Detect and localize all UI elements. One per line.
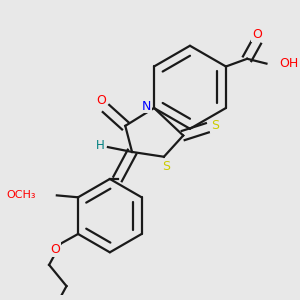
Text: OH: OH — [279, 57, 298, 70]
Text: S: S — [211, 119, 219, 132]
Text: S: S — [162, 160, 170, 173]
Text: N: N — [142, 100, 151, 112]
Text: O: O — [252, 28, 262, 41]
Text: O: O — [96, 94, 106, 107]
Text: OCH₃: OCH₃ — [6, 190, 36, 200]
Text: O: O — [50, 243, 60, 256]
Text: H: H — [96, 139, 105, 152]
